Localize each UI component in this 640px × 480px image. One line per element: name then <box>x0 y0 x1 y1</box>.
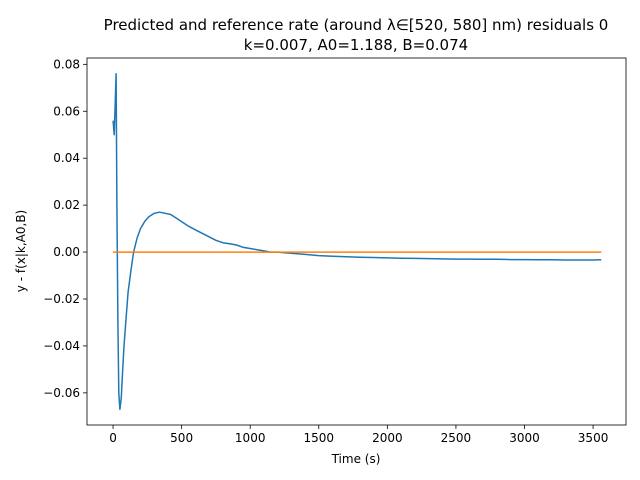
plot-area: 0 500 1000 1500 2000 2500 3000 3500 −0.06 −0.04 −0… <box>43 57 627 445</box>
chart-title-line-1: Predicted and reference rate (around λ∈[… <box>104 16 609 34</box>
x-tick-label: 1500 <box>304 431 335 445</box>
x-tick-label: 2000 <box>372 431 403 445</box>
x-axis-label: Time (s) <box>331 452 381 466</box>
y-tick-label: 0.04 <box>53 151 80 165</box>
axes-frame <box>86 57 627 426</box>
x-tick-label: 1000 <box>235 431 266 445</box>
y-tick-label: −0.06 <box>43 386 80 400</box>
chart-title-line-2: k=0.007, A0=1.188, B=0.074 <box>244 36 468 54</box>
y-tick-label: 0.08 <box>53 57 80 71</box>
x-tick-label: 3500 <box>578 431 609 445</box>
y-tick-label: −0.02 <box>43 292 80 306</box>
y-tick-label: 0.06 <box>53 104 80 118</box>
x-tick-label: 0 <box>109 431 117 445</box>
series-line-0 <box>112 72 602 411</box>
x-tick-label: 2500 <box>441 431 472 445</box>
y-tick-label: 0.00 <box>53 245 80 259</box>
x-tick-label: 3000 <box>509 431 540 445</box>
y-axis-label: y - f(x|k,A0,B) <box>14 210 28 292</box>
x-tick-label: 500 <box>170 431 193 445</box>
y-tick-label: 0.02 <box>53 198 80 212</box>
y-tick-label: −0.04 <box>43 339 80 353</box>
